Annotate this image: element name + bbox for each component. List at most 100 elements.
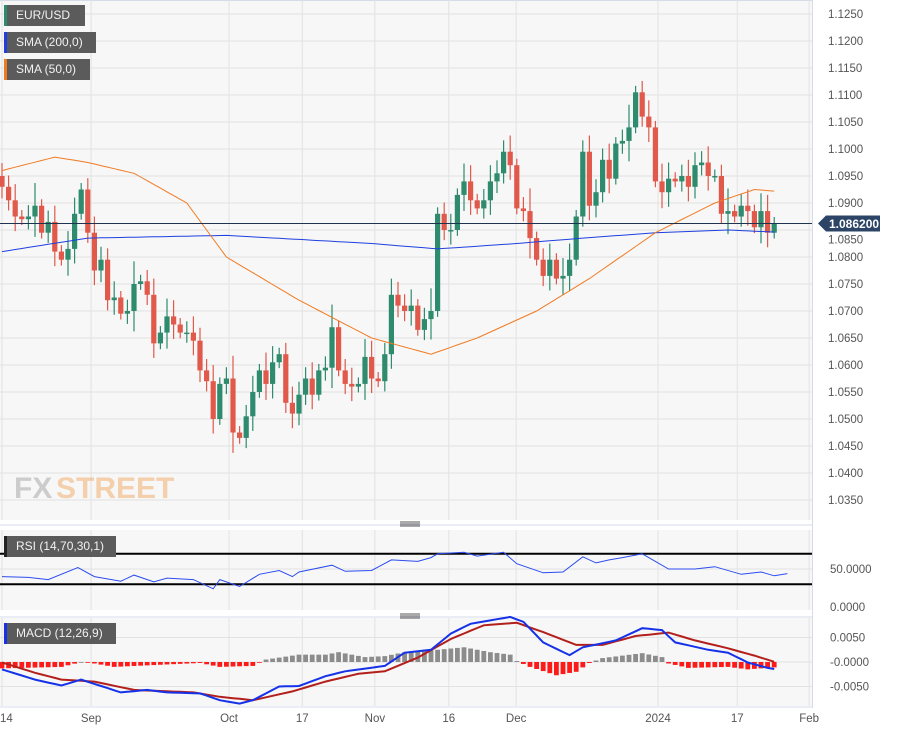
legend-macd[interactable]: MACD (12,26,9) (4, 623, 116, 644)
candle-body (151, 294, 157, 344)
candle-body (395, 294, 401, 306)
macd-histogram-bar (309, 654, 315, 662)
candle-body (85, 189, 91, 233)
candle-body (375, 378, 381, 382)
macd-histogram-bar (349, 654, 355, 662)
macd-histogram-bar (131, 662, 137, 666)
macd-histogram-bar (474, 649, 480, 662)
macd-histogram-bar (659, 657, 665, 662)
candle-body (553, 259, 559, 279)
macd-histogram-bar (428, 650, 434, 662)
candle-body (369, 356, 375, 379)
candle-body (487, 181, 493, 201)
legend-sma50-label: SMA (50,0) (16, 62, 77, 76)
macd-histogram-bar (171, 662, 176, 665)
candle-body (197, 340, 203, 371)
candle-body (468, 181, 474, 201)
macd-histogram-bar (461, 647, 467, 662)
macd-tick-label: -0.0000 (830, 657, 869, 669)
candle-body (336, 327, 342, 371)
macd-histogram-bar (620, 655, 625, 662)
macd-histogram-bar (125, 662, 130, 667)
legend-sma200[interactable]: SMA (200,0) (4, 32, 96, 53)
sma50-line (1, 156, 775, 355)
legend-macd-label: MACD (12,26,9) (16, 626, 103, 640)
macd-histogram-bar (276, 657, 282, 662)
macd-histogram-bar (435, 649, 440, 662)
price-tick-label: 1.0750 (828, 279, 863, 291)
macd-histogram-bar (567, 662, 572, 673)
candle-body (415, 305, 421, 330)
macd-histogram-bar (699, 662, 704, 668)
macd-histogram-bar (118, 662, 124, 667)
macd-histogram-bar (672, 662, 678, 665)
macd-histogram-bar (514, 661, 520, 662)
macd-histogram-bar (639, 653, 645, 662)
candle-body (289, 402, 295, 414)
candle-body (771, 223, 777, 233)
candle-body (718, 176, 724, 214)
legend-rsi[interactable]: RSI (14,70,30,1) (4, 536, 116, 557)
price-tick-label: 1.0350 (828, 495, 863, 507)
macd-histogram-bar (250, 662, 256, 666)
rsi-line (1, 551, 788, 590)
legend-sma50[interactable]: SMA (50,0) (4, 59, 90, 80)
macd-histogram-bar (666, 662, 671, 664)
candle-body (177, 324, 183, 333)
rsi-panel[interactable] (0, 551, 812, 590)
candle-body (329, 327, 335, 368)
macd-histogram-bar (653, 655, 658, 662)
candle-body (322, 367, 328, 371)
candle-body (12, 200, 18, 217)
date-tick-label: 17 (296, 713, 309, 725)
macd-histogram-bar (719, 662, 724, 668)
macd-histogram-bar (243, 662, 249, 667)
macd-histogram-bar (197, 662, 203, 663)
candle-body (283, 354, 289, 403)
macd-histogram-bar (593, 660, 599, 662)
price-tick-label: 1.0850 (828, 235, 863, 247)
candle-body (184, 332, 190, 335)
macd-histogram-bar (65, 662, 71, 666)
macd-histogram-bar (534, 662, 539, 669)
candle-body (52, 221, 58, 252)
macd-histogram-bar (105, 662, 110, 666)
candle-body (58, 251, 64, 260)
candle-body (303, 378, 309, 395)
candle-body (421, 319, 427, 330)
axes: 1.1250 1.1200 1.1150 1.1100 1.1050 1.1000 1.09… (0, 9, 880, 725)
grid (0, 0, 813, 708)
macd-histogram-bar (389, 654, 394, 662)
price-tick-label: 1.1150 (828, 63, 862, 75)
date-tick-label: 14 (0, 713, 13, 725)
candle-body (501, 151, 507, 174)
legend-eurusd[interactable]: EUR/USD (4, 5, 85, 26)
price-panel[interactable] (0, 80, 812, 453)
macd-histogram-bar (732, 662, 737, 668)
candle-body (454, 194, 460, 230)
candle-body (534, 238, 540, 260)
macd-histogram-bar (507, 654, 513, 662)
candle-body (309, 378, 315, 395)
date-tick-label: Sep (81, 713, 101, 725)
macd-histogram-bar (270, 658, 275, 662)
macd-histogram-bar (204, 662, 209, 665)
candle-body (580, 151, 586, 217)
candle-body (758, 211, 764, 228)
candle-body (362, 356, 368, 384)
rsi-panel-bg (0, 530, 812, 610)
price-tick-label: 1.1050 (828, 117, 863, 129)
macd-panel[interactable] (0, 615, 777, 705)
macd-histogram-bar (580, 662, 586, 668)
macd-histogram-bar (369, 656, 374, 662)
candle-body (72, 213, 78, 249)
candle-body (45, 221, 51, 233)
macd-histogram-bar (587, 662, 592, 663)
candle-body (408, 305, 414, 311)
candle-body (65, 248, 71, 260)
macd-histogram-bar (527, 662, 533, 667)
candle-body (712, 176, 718, 178)
macd-histogram-bar (78, 662, 84, 663)
macd-tick-label: -0.0050 (830, 682, 869, 694)
